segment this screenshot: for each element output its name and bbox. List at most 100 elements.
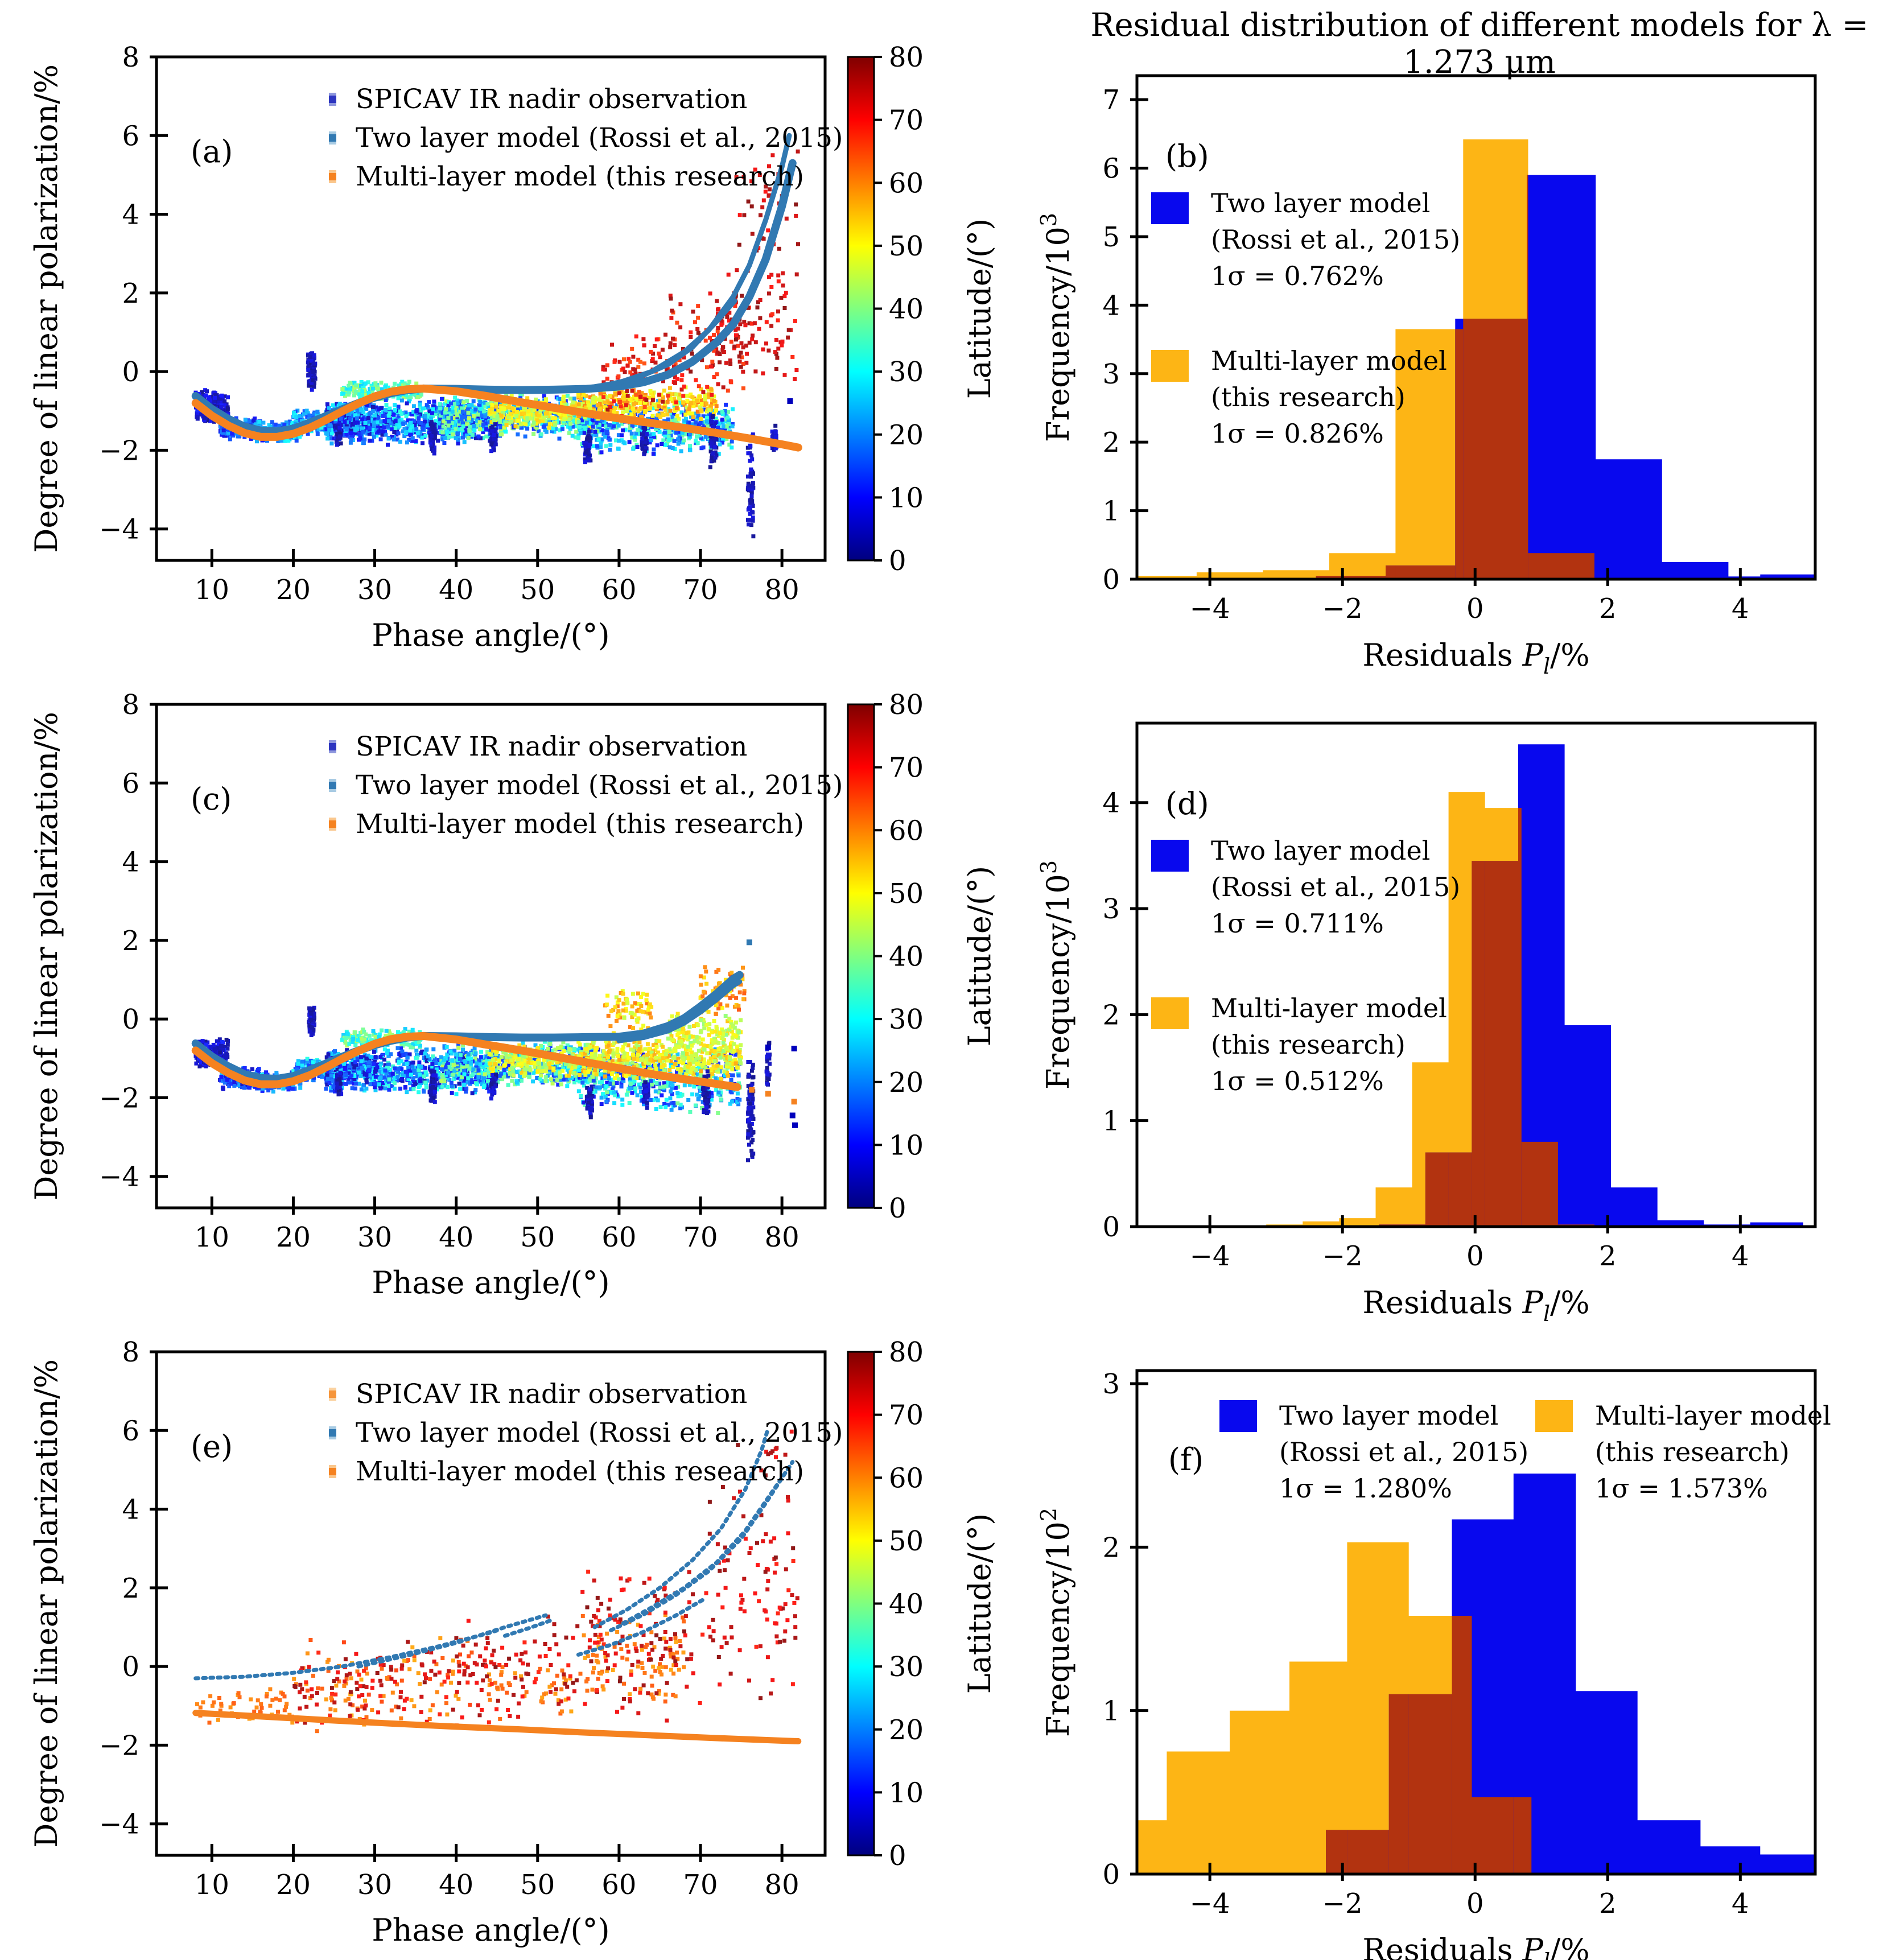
- obs-point: [639, 415, 644, 419]
- obs-point: [421, 414, 425, 418]
- obs-point: [504, 430, 508, 434]
- obs-point: [728, 362, 733, 366]
- obs-point: [644, 398, 649, 402]
- obs-point: [657, 404, 661, 408]
- obs-point: [550, 429, 554, 434]
- obs-point: [546, 416, 551, 420]
- obs-point: [695, 327, 700, 331]
- obs-point: [227, 1084, 232, 1088]
- obs-point: [604, 422, 608, 426]
- obs-point: [724, 361, 728, 365]
- obs-point: [584, 443, 588, 448]
- obs-point: [591, 424, 595, 429]
- obs-point: [302, 409, 307, 414]
- obs-point: [414, 427, 419, 431]
- obs-point: [750, 510, 755, 514]
- obs-point: [392, 430, 397, 434]
- obs-point: [630, 435, 634, 440]
- obs-point: [377, 407, 381, 411]
- obs-point: [308, 383, 313, 388]
- obs-point: [750, 232, 755, 236]
- obs-point: [504, 423, 509, 427]
- obs-point: [521, 414, 526, 419]
- legend-label: (Rossi et al., 2015): [1211, 224, 1460, 255]
- obs-point: [558, 397, 562, 401]
- obs-point: [632, 435, 637, 439]
- obs-point: [306, 360, 310, 365]
- obs-point: [774, 366, 778, 371]
- obs-point: [498, 432, 503, 437]
- obs-point: [481, 430, 485, 434]
- obs-point: [609, 409, 613, 414]
- obs-point: [662, 389, 666, 393]
- obs-point: [690, 395, 695, 399]
- obs-point: [279, 439, 283, 443]
- obs-point: [195, 416, 200, 421]
- obs-point: [689, 392, 693, 397]
- obs-point: [669, 392, 674, 397]
- obs-point: [581, 420, 586, 424]
- obs-point: [489, 406, 494, 411]
- obs-point: [271, 1090, 275, 1094]
- obs-point: [769, 284, 774, 289]
- obs-point: [483, 414, 488, 419]
- obs-point: [580, 418, 584, 423]
- obs-point: [766, 193, 771, 198]
- obs-point: [612, 360, 617, 364]
- obs-point: [718, 442, 722, 447]
- obs-point: [378, 437, 383, 441]
- obs-point: [688, 403, 693, 407]
- obs-point: [276, 423, 281, 428]
- obs-point: [236, 434, 240, 439]
- obs-point: [686, 420, 691, 425]
- obs-point: [602, 401, 607, 405]
- obs-point: [319, 426, 324, 430]
- obs-point: [539, 432, 543, 436]
- obs-point: [741, 345, 745, 350]
- obs-point: [772, 446, 776, 451]
- obs-point: [646, 406, 650, 411]
- obs-point: [339, 416, 343, 421]
- obs-point: [586, 447, 591, 451]
- obs-point: [672, 397, 677, 401]
- obs-point: [675, 320, 679, 325]
- obs-point: [384, 403, 389, 407]
- obs-point: [714, 347, 719, 352]
- obs-point: [492, 448, 496, 452]
- obs-point: [594, 420, 599, 425]
- obs-point: [671, 364, 676, 369]
- obs-point: [481, 422, 485, 427]
- obs-point: [677, 416, 681, 421]
- obs-point: [677, 434, 682, 438]
- obs-point: [588, 442, 592, 447]
- overlap-bar: [1527, 175, 1528, 580]
- obs-point: [699, 398, 703, 402]
- obs-point: [547, 411, 552, 416]
- obs-point: [360, 427, 364, 431]
- obs-point: [201, 412, 206, 417]
- obs-point: [641, 426, 646, 430]
- legend-label: 1σ = 0.762%: [1211, 261, 1384, 291]
- obs-point: [668, 294, 673, 298]
- obs-point: [213, 395, 217, 400]
- obs-point: [325, 436, 330, 441]
- obs-point: [507, 403, 512, 408]
- obs-point: [286, 439, 291, 443]
- obs-point: [431, 430, 435, 434]
- obs-point: [489, 399, 494, 403]
- obs-point: [586, 403, 591, 408]
- obs-point: [390, 409, 394, 414]
- obs-point: [408, 428, 413, 433]
- obs-point: [623, 370, 627, 374]
- obs-point: [409, 395, 413, 399]
- obs-point: [459, 427, 464, 431]
- obs-point: [694, 439, 698, 443]
- obs-point: [440, 411, 445, 415]
- obs-point: [601, 367, 605, 372]
- obs-point: [443, 436, 447, 440]
- obs-point: [472, 424, 476, 428]
- obs-point: [592, 395, 596, 400]
- obs-point: [362, 437, 367, 441]
- obs-point: [443, 426, 448, 431]
